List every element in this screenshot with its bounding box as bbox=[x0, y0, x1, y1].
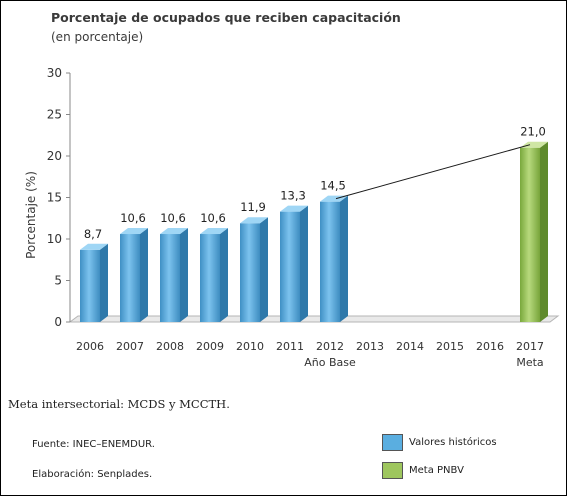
x-tick-label: 2008 bbox=[156, 340, 184, 353]
data-label-2006: 8,7 bbox=[84, 227, 102, 241]
bar-2012 bbox=[320, 201, 340, 322]
x-tick-label: 2013 bbox=[356, 340, 384, 353]
bar-2009 bbox=[200, 234, 220, 322]
x-tick-sublabel: Año Base bbox=[304, 356, 356, 369]
data-label-2017: 21,0 bbox=[520, 125, 546, 139]
trend-line bbox=[335, 144, 531, 200]
x-tick-label: 2017 bbox=[516, 340, 544, 353]
x-tick-label: 2012 bbox=[316, 340, 344, 353]
legend-item-goal: Meta PNBV bbox=[382, 462, 464, 479]
bar-top bbox=[200, 228, 228, 235]
chart-floor bbox=[68, 315, 560, 323]
legend-label-historical: Valores históricos bbox=[409, 437, 497, 448]
y-tick-label: 15 bbox=[47, 191, 62, 205]
x-tick-label: 2007 bbox=[116, 340, 144, 353]
y-tick-label: 5 bbox=[54, 274, 62, 288]
legend-swatch-historical bbox=[382, 434, 403, 451]
bar-side bbox=[340, 195, 348, 322]
bar-2010 bbox=[240, 223, 260, 322]
data-label-2010: 11,9 bbox=[240, 200, 266, 214]
data-label-2009: 10,6 bbox=[200, 211, 226, 225]
source-note: Fuente: INEC–ENEMDUR. bbox=[32, 439, 155, 450]
bar-2011 bbox=[280, 211, 300, 322]
y-tick-label: 30 bbox=[47, 66, 62, 80]
bar-side bbox=[140, 228, 148, 322]
data-label-2008: 10,6 bbox=[160, 211, 186, 225]
bar-top bbox=[520, 141, 548, 148]
data-label-2007: 10,6 bbox=[120, 211, 146, 225]
x-tick-label: 2014 bbox=[396, 340, 424, 353]
legend-swatch-goal bbox=[382, 462, 403, 479]
x-tick-label: 2006 bbox=[76, 340, 104, 353]
data-label-2012: 14,5 bbox=[320, 179, 346, 193]
x-tick-label: 2011 bbox=[276, 340, 304, 353]
y-axis-label: Porcentaje (%) bbox=[24, 171, 38, 259]
x-tick-sublabel: Meta bbox=[516, 356, 543, 369]
elaboration-note: Elaboración: Senplades. bbox=[32, 469, 153, 480]
bar-top bbox=[160, 228, 188, 235]
legend-item-historical: Valores históricos bbox=[382, 434, 497, 451]
bar-2007 bbox=[120, 234, 140, 322]
bar-2008 bbox=[160, 234, 180, 322]
bar-side bbox=[220, 228, 228, 322]
data-label-2011: 13,3 bbox=[280, 189, 306, 203]
legend-label-goal: Meta PNBV bbox=[409, 465, 464, 476]
bar-side bbox=[540, 141, 548, 322]
plot-area: 0 5 10 15 20 25 30 2006 2007 2008 2009 2010 2011 2012… bbox=[47, 66, 560, 369]
x-tick-label: 2009 bbox=[196, 340, 224, 353]
bar-top bbox=[280, 205, 308, 212]
y-tick-label: 10 bbox=[47, 232, 62, 246]
chart-subtitle: (en porcentaje) bbox=[51, 30, 143, 44]
x-tick-label: 2015 bbox=[436, 340, 464, 353]
intersectoral-note: Meta intersectorial: MCDS y MCCTH. bbox=[8, 397, 230, 411]
bar-side bbox=[100, 243, 108, 322]
chart-title: Porcentaje de ocupados que reciben capac… bbox=[51, 10, 401, 25]
y-tick-label: 20 bbox=[47, 149, 62, 163]
bar-side bbox=[300, 205, 308, 322]
y-tick-label: 0 bbox=[54, 315, 62, 329]
bar-side bbox=[180, 228, 188, 322]
bar-side bbox=[260, 217, 268, 322]
x-tick-label: 2016 bbox=[476, 340, 504, 353]
bar-2017 bbox=[520, 147, 540, 322]
bar-top bbox=[240, 217, 268, 224]
bar-top bbox=[80, 243, 108, 250]
bar-2006 bbox=[80, 249, 100, 322]
y-tick-label: 25 bbox=[47, 108, 62, 122]
bar-top bbox=[120, 228, 148, 235]
x-tick-label: 2010 bbox=[236, 340, 264, 353]
